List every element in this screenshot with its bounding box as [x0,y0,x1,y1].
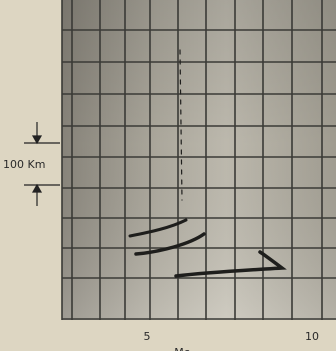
record-shade [62,0,336,320]
traces [128,49,287,278]
x-tick-label: 10 [305,330,319,343]
scale-label: 100 Km [3,158,45,171]
scale-marker [24,122,60,206]
x-tick-label: 5 [144,330,151,343]
x-axis-unit: Mc [174,346,190,351]
grid [61,0,336,320]
